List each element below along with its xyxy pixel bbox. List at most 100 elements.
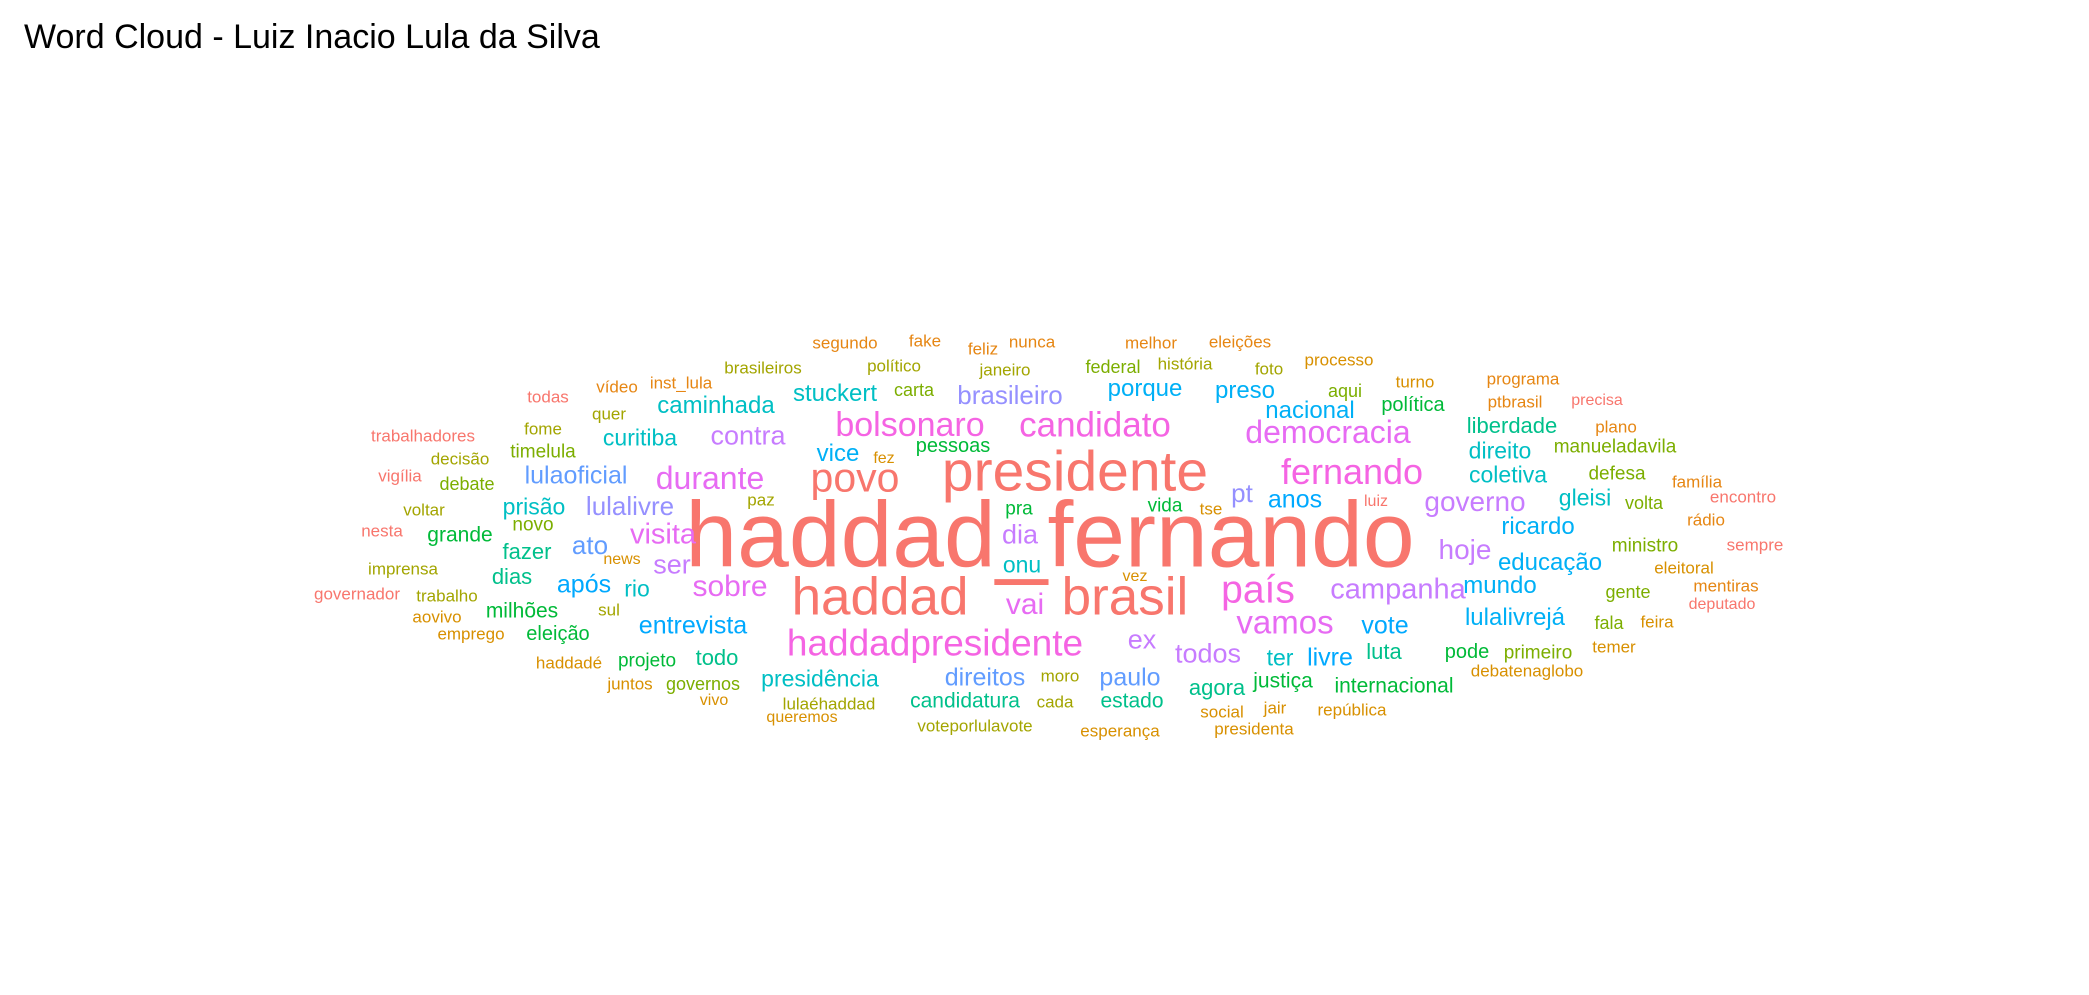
word-timelula: timelula — [510, 441, 576, 463]
word-trabalho: trabalho — [416, 586, 478, 606]
word-ricardo: ricardo — [1501, 513, 1575, 540]
word-presidenta: presidenta — [1214, 719, 1294, 739]
word-aovivo: aovivo — [412, 607, 462, 627]
word-fazer: fazer — [502, 539, 552, 564]
word-nunca: nunca — [1008, 332, 1056, 352]
word-educa-o: educação — [1497, 549, 1603, 576]
word-agora: agora — [1188, 675, 1246, 700]
word-encontro: encontro — [1709, 487, 1777, 507]
word-povo: povo — [810, 454, 900, 501]
word-haddadpresidente: haddadpresidente — [786, 622, 1084, 664]
word-quer: quer — [591, 404, 627, 424]
word-campanha: campanha — [1330, 573, 1466, 606]
word-esperan-a: esperança — [1080, 721, 1160, 741]
chart-title: Word Cloud - Luiz Inacio Lula da Silva — [24, 18, 600, 56]
word-entrevista: entrevista — [638, 611, 748, 640]
word-ato: ato — [571, 530, 609, 560]
word-feliz: feliz — [967, 339, 999, 359]
word-novo: novo — [512, 514, 554, 536]
word-governos: governos — [665, 674, 741, 694]
word-vivo: vivo — [699, 692, 729, 709]
word-brasileiros: brasileiros — [724, 358, 802, 378]
word-brasil: brasil — [1061, 567, 1189, 627]
word-plano: plano — [1595, 417, 1637, 437]
word-porque: porque — [1107, 375, 1183, 402]
word-dia: dia — [1001, 519, 1039, 550]
word-ptbrasil: ptbrasil — [1487, 392, 1543, 412]
word-tse: tse — [1199, 499, 1223, 519]
word-sul: sul — [598, 600, 620, 620]
word-durante: durante — [655, 460, 765, 496]
word-ministro: ministro — [1611, 535, 1679, 557]
word-direitos: direitos — [944, 663, 1026, 692]
word-visita: visita — [629, 518, 697, 551]
word-candidatura: candidatura — [910, 689, 1020, 713]
word-governador: governador — [313, 584, 401, 604]
word-pa-s: país — [1221, 568, 1295, 612]
word-gente: gente — [1605, 582, 1651, 602]
word-elei-o: eleição — [526, 623, 590, 645]
word-stuckert: stuckert — [792, 380, 878, 407]
word-anos: anos — [1267, 485, 1323, 514]
word-inst_lula: inst_lula — [649, 373, 713, 393]
word-social: social — [1200, 702, 1244, 722]
word-onu: onu — [1002, 551, 1042, 578]
word-elei-es: eleições — [1208, 332, 1272, 352]
word-candidato: candidato — [1019, 405, 1171, 445]
word-grande: grande — [427, 523, 493, 547]
word-milh-es: milhões — [485, 599, 559, 623]
word-fam-lia: família — [1671, 472, 1723, 492]
word-debatenaglobo: debatenaglobo — [1470, 661, 1584, 681]
word-queremos: queremos — [766, 709, 838, 726]
word-r-dio: rádio — [1687, 510, 1725, 530]
word-hoje: hoje — [1438, 534, 1492, 565]
word-gleisi: gleisi — [1558, 484, 1612, 511]
word-rep-blica: república — [1317, 700, 1387, 720]
word-direito: direito — [1468, 437, 1532, 464]
word-primeiro: primeiro — [1503, 642, 1573, 664]
word-fake: fake — [908, 331, 942, 351]
word-coletiva: coletiva — [1469, 461, 1547, 488]
word-cada: cada — [1036, 692, 1074, 712]
word-lulaoficial: lulaoficial — [524, 461, 628, 490]
word-pol-tica: política — [1381, 394, 1445, 416]
word-feira: feira — [1640, 612, 1674, 632]
word-presid-ncia: presidência — [761, 665, 879, 692]
word-luiz: luiz — [1363, 493, 1389, 510]
word-temer: temer — [1592, 637, 1636, 657]
word-voteporlulavote: voteporlulavote — [917, 716, 1033, 736]
word-defesa: defesa — [1588, 463, 1646, 485]
word-todos: todos — [1174, 638, 1242, 669]
word-bolsonaro: bolsonaro — [835, 406, 985, 444]
word-liberdade: liberdade — [1466, 413, 1558, 438]
word-fez: fez — [873, 450, 895, 467]
word-contra: contra — [710, 420, 786, 451]
word-sempre: sempre — [1726, 535, 1784, 555]
word-voltar: voltar — [403, 500, 445, 520]
word-foto: foto — [1254, 359, 1284, 379]
word-ter: ter — [1266, 644, 1294, 671]
word-eleitoral: eleitoral — [1654, 558, 1714, 578]
word-pessoas: pessoas — [915, 435, 991, 457]
word-pode: pode — [1444, 641, 1490, 663]
word-sobre: sobre — [692, 570, 768, 603]
word-melhor: melhor — [1125, 333, 1177, 353]
word-carta: carta — [893, 380, 935, 400]
word-pris-o: prisão — [502, 493, 566, 520]
word-ap-s: após — [556, 570, 612, 599]
word-ser: ser — [653, 549, 691, 580]
word-imprensa: imprensa — [368, 559, 438, 579]
word-haddad-: haddadé — [535, 653, 603, 673]
word-justi-a: justiça — [1253, 669, 1313, 693]
word-preso: preso — [1214, 377, 1276, 404]
word-nesta: nesta — [361, 521, 403, 541]
word-internacional: internacional — [1334, 674, 1454, 698]
word-segundo: segundo — [812, 333, 878, 353]
word-lula-haddad: lulaéhaddad — [782, 694, 876, 714]
word-volta: volta — [1624, 493, 1664, 513]
word-vig-lia: vigília — [378, 466, 422, 486]
word-vice: vice — [816, 440, 860, 467]
word-juntos: juntos — [607, 674, 653, 694]
word-luta: luta — [1366, 639, 1402, 664]
